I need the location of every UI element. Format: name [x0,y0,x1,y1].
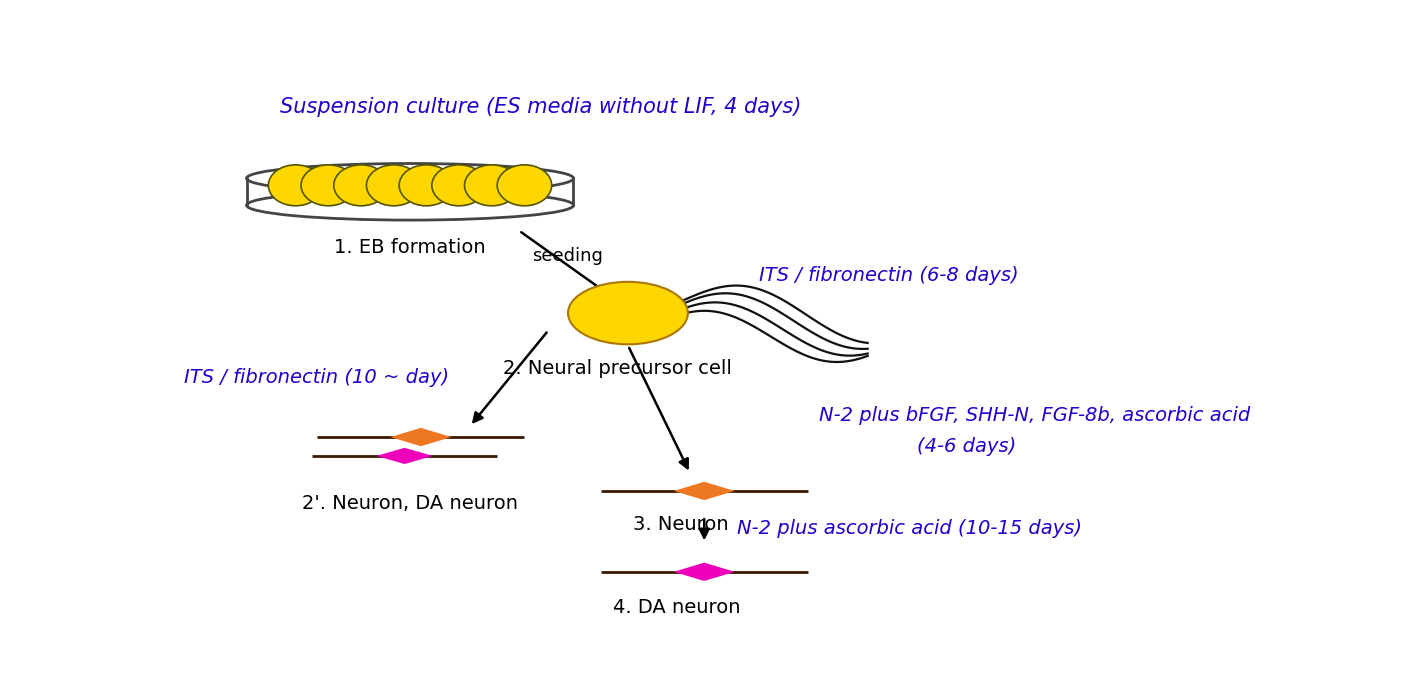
Text: ITS / fibronectin (6-8 days): ITS / fibronectin (6-8 days) [759,266,1018,285]
Text: (4-6 days): (4-6 days) [917,437,1017,456]
Ellipse shape [399,165,454,206]
Text: N-2 plus ascorbic acid (10-15 days): N-2 plus ascorbic acid (10-15 days) [737,519,1083,538]
Ellipse shape [367,165,420,206]
Text: Suspension culture (ES media without LIF, 4 days): Suspension culture (ES media without LIF… [280,97,801,118]
Text: 4. DA neuron: 4. DA neuron [613,598,741,617]
Ellipse shape [498,165,551,206]
Text: 1. EB formation: 1. EB formation [335,237,486,257]
Ellipse shape [464,165,519,206]
Polygon shape [377,448,433,464]
Ellipse shape [333,165,388,206]
Text: 2. Neural precursor cell: 2. Neural precursor cell [502,359,731,378]
Ellipse shape [269,165,323,206]
Ellipse shape [432,165,486,206]
Polygon shape [673,482,735,500]
Ellipse shape [301,165,356,206]
Text: N-2 plus bFGF, SHH-N, FGF-8b, ascorbic acid: N-2 plus bFGF, SHH-N, FGF-8b, ascorbic a… [818,406,1250,425]
Polygon shape [391,428,451,446]
Ellipse shape [568,282,688,344]
Text: 3. Neuron: 3. Neuron [633,515,730,534]
Text: ITS / fibronectin (10 ~ day): ITS / fibronectin (10 ~ day) [184,368,450,387]
Text: 2'. Neuron, DA neuron: 2'. Neuron, DA neuron [302,494,517,512]
Polygon shape [673,563,735,581]
Text: seeding: seeding [531,248,603,265]
